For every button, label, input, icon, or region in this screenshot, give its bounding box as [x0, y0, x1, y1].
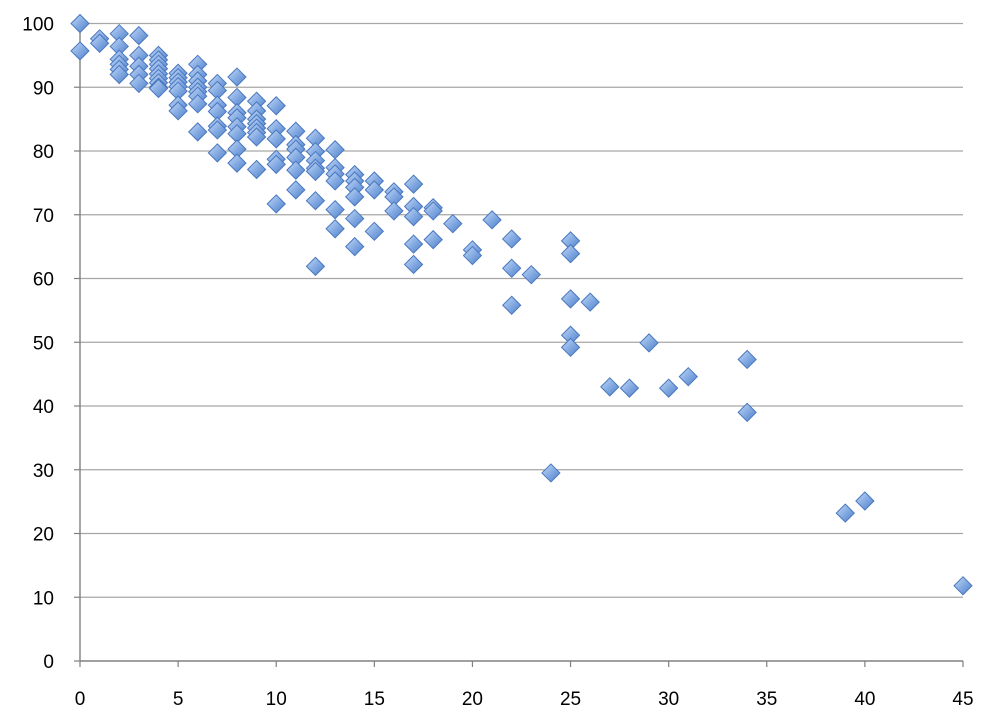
data-point	[266, 194, 286, 214]
data-point	[266, 129, 286, 149]
data-point	[443, 213, 463, 234]
data-point	[70, 41, 90, 61]
data-point	[403, 174, 424, 194]
data-point	[953, 576, 973, 596]
data-point	[384, 201, 404, 221]
x-tick-label: 0	[75, 689, 86, 710]
data-point	[305, 161, 326, 182]
data-point	[580, 292, 600, 312]
data-point	[188, 94, 208, 114]
data-point	[737, 349, 757, 370]
data-point	[246, 127, 267, 147]
data-point	[266, 154, 286, 175]
x-tick-label: 40	[854, 689, 875, 710]
data-point	[423, 201, 443, 221]
data-point	[227, 67, 247, 87]
data-point	[462, 245, 483, 266]
data-point	[403, 254, 424, 275]
x-tick-label: 20	[462, 689, 483, 710]
data-point	[364, 221, 385, 242]
data-point	[403, 234, 424, 254]
data-point	[482, 210, 502, 230]
data-point	[70, 13, 90, 34]
y-tick-label: 30	[33, 461, 54, 482]
data-point	[364, 180, 385, 200]
y-tick-label: 60	[33, 270, 54, 291]
data-point	[521, 264, 542, 285]
data-point	[345, 236, 365, 257]
data-point	[345, 208, 365, 229]
data-point	[286, 180, 306, 200]
x-tick-label: 25	[560, 689, 581, 710]
y-tick-label: 80	[33, 142, 54, 163]
y-tick-label: 20	[33, 525, 54, 546]
data-point	[109, 64, 129, 85]
axes	[74, 22, 964, 667]
data-point	[501, 258, 522, 279]
data-point	[246, 159, 267, 180]
data-point	[560, 243, 581, 264]
x-tick-label: 35	[756, 689, 777, 710]
data-point	[560, 337, 581, 358]
y-tick-label: 70	[33, 206, 54, 227]
data-points	[70, 13, 973, 596]
data-point	[835, 503, 855, 523]
data-point	[129, 73, 149, 94]
data-point	[325, 199, 345, 220]
data-point	[541, 463, 561, 483]
data-point	[129, 25, 149, 46]
data-point	[325, 219, 345, 239]
data-point	[266, 96, 286, 116]
x-tick-label: 5	[173, 689, 184, 710]
data-point	[207, 120, 228, 140]
data-point	[207, 143, 228, 163]
gridlines	[80, 22, 963, 598]
data-point	[345, 187, 365, 207]
x-tick-label: 15	[364, 689, 385, 710]
y-tick-label: 0	[43, 652, 54, 673]
data-point	[501, 229, 522, 249]
data-point	[403, 206, 424, 227]
data-point	[600, 377, 620, 397]
x-tick-label: 45	[952, 689, 973, 710]
data-point	[168, 101, 188, 121]
data-point	[501, 295, 522, 315]
y-tick-label: 10	[33, 588, 54, 609]
data-point	[89, 33, 110, 53]
data-point	[678, 366, 698, 387]
y-tick-label: 90	[33, 78, 54, 99]
data-point	[423, 229, 443, 250]
data-point	[560, 289, 581, 309]
data-point	[305, 256, 326, 277]
y-tick-label: 40	[33, 397, 54, 418]
y-tick-label: 50	[33, 333, 54, 354]
data-point	[619, 378, 640, 398]
data-point	[325, 140, 345, 160]
data-point	[737, 402, 757, 423]
y-tick-label: 100	[22, 15, 54, 36]
data-point	[855, 491, 875, 511]
data-point	[188, 122, 208, 142]
data-point	[227, 153, 247, 173]
data-point	[325, 171, 345, 191]
data-point	[658, 378, 679, 398]
data-point	[286, 160, 306, 180]
data-point	[639, 333, 659, 353]
y-axis-tick-labels: 0 10 20 30 40 50 60 70 80 90 100	[22, 15, 54, 674]
x-tick-label: 30	[658, 689, 679, 710]
data-point	[148, 78, 169, 99]
x-axis-tick-labels: 0 5 10 15 20 25 30 35 40 45	[75, 689, 974, 710]
x-tick-label: 10	[266, 689, 287, 710]
data-point	[305, 191, 326, 211]
